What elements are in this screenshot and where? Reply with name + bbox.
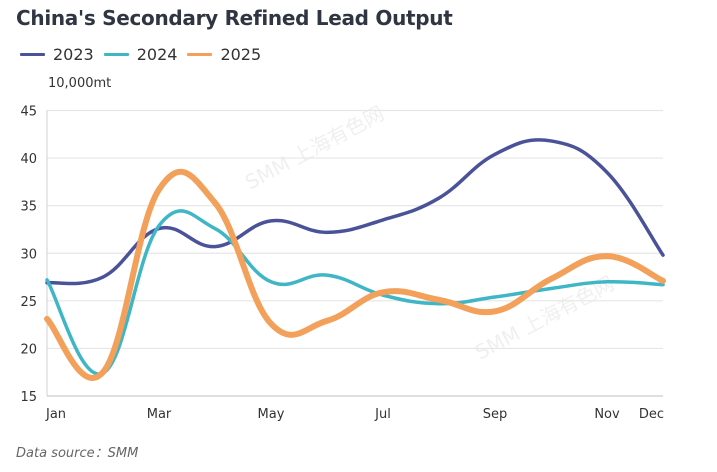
series-line-2025[interactable] bbox=[44, 168, 666, 381]
watermark-text: SMM 上海有色网 bbox=[241, 101, 388, 194]
legend-label-2024: 2024 bbox=[136, 45, 178, 64]
x-tick-label: Dec bbox=[639, 407, 664, 422]
y-tick-label: 15 bbox=[20, 390, 37, 405]
x-tick-label: Mar bbox=[147, 407, 172, 422]
series-line-2024[interactable] bbox=[45, 209, 665, 376]
gridlines bbox=[46, 109, 663, 397]
legend-item-2024[interactable]: 2024 bbox=[103, 45, 178, 64]
y-axis-unit-label: 10,000mt bbox=[48, 76, 112, 91]
x-tick-label: May bbox=[258, 407, 285, 422]
y-tick-label: 30 bbox=[20, 247, 37, 262]
legend-label-2023: 2023 bbox=[53, 45, 94, 64]
y-tick-label: 20 bbox=[20, 342, 37, 357]
y-axis-ticks: 15 20 25 30 35 40 45 bbox=[20, 105, 37, 406]
x-axis-ticks: Jan Mar May Jul Sep Nov Dec bbox=[45, 407, 664, 422]
x-tick-label: Jan bbox=[45, 407, 66, 422]
x-tick-label: Sep bbox=[483, 407, 508, 422]
chart-title: China's Secondary Refined Lead Output bbox=[16, 6, 453, 30]
y-tick-label: 25 bbox=[20, 295, 37, 310]
y-tick-label: 45 bbox=[20, 105, 37, 120]
data-source-note: Data source：SMM bbox=[16, 446, 139, 461]
x-tick-label: Nov bbox=[594, 407, 620, 422]
y-tick-label: 35 bbox=[20, 200, 37, 215]
series-line-2023[interactable] bbox=[45, 138, 665, 286]
legend-item-2023[interactable]: 2023 bbox=[20, 45, 94, 64]
legend: 2023 2024 2025 bbox=[20, 45, 271, 64]
legend-swatch-2023 bbox=[20, 53, 45, 56]
legend-swatch-2025 bbox=[187, 53, 213, 56]
legend-item-2025[interactable]: 2025 bbox=[187, 45, 261, 64]
y-tick-label: 40 bbox=[20, 152, 37, 167]
series-lines bbox=[44, 138, 666, 381]
legend-swatch-2024 bbox=[103, 53, 129, 56]
legend-label-2025: 2025 bbox=[220, 45, 262, 64]
x-tick-label: Jul bbox=[374, 407, 391, 422]
